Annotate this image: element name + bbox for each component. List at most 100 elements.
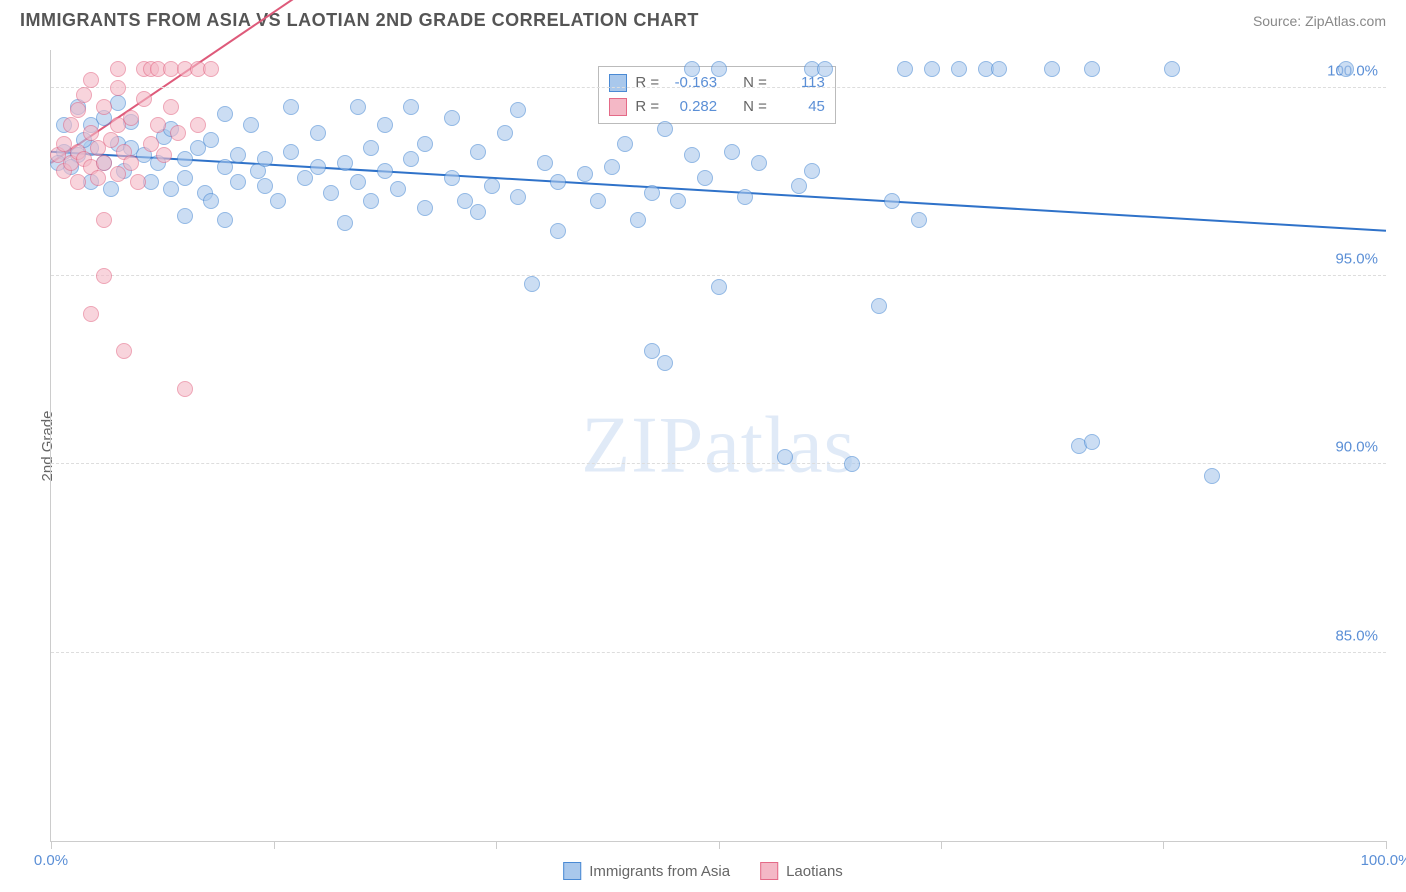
scatter-point — [177, 151, 193, 167]
scatter-point — [884, 193, 900, 209]
scatter-point — [457, 193, 473, 209]
scatter-point — [590, 193, 606, 209]
scatter-point — [444, 110, 460, 126]
scatter-point — [510, 189, 526, 205]
scatter-point — [283, 144, 299, 160]
source-label: Source: ZipAtlas.com — [1253, 13, 1386, 29]
legend-swatch — [760, 862, 778, 880]
scatter-point — [911, 212, 927, 228]
scatter-point — [470, 204, 486, 220]
scatter-point — [377, 163, 393, 179]
scatter-point — [323, 185, 339, 201]
scatter-point — [644, 185, 660, 201]
scatter-point — [804, 163, 820, 179]
scatter-point — [991, 61, 1007, 77]
scatter-point — [96, 212, 112, 228]
legend-swatch — [563, 862, 581, 880]
scatter-point — [257, 151, 273, 167]
scatter-point — [737, 189, 753, 205]
scatter-point — [844, 456, 860, 472]
grid-line — [51, 87, 1386, 88]
scatter-point — [136, 91, 152, 107]
scatter-point — [644, 343, 660, 359]
scatter-point — [711, 279, 727, 295]
scatter-point — [116, 343, 132, 359]
scatter-point — [524, 276, 540, 292]
scatter-point — [684, 61, 700, 77]
scatter-point — [537, 155, 553, 171]
scatter-point — [751, 155, 767, 171]
scatter-point — [310, 125, 326, 141]
scatter-point — [670, 193, 686, 209]
x-tick — [274, 841, 275, 849]
scatter-point — [190, 117, 206, 133]
scatter-point — [350, 99, 366, 115]
x-tick — [1386, 841, 1387, 849]
legend-swatch — [609, 74, 627, 92]
scatter-point — [577, 166, 593, 182]
scatter-point — [657, 355, 673, 371]
x-tick — [719, 841, 720, 849]
scatter-point — [230, 147, 246, 163]
scatter-point — [110, 61, 126, 77]
scatter-point — [170, 125, 186, 141]
scatter-point — [76, 87, 92, 103]
scatter-point — [377, 117, 393, 133]
scatter-point — [70, 102, 86, 118]
scatter-point — [657, 121, 673, 137]
scatter-point — [123, 155, 139, 171]
scatter-point — [484, 178, 500, 194]
y-tick-label: 85.0% — [1335, 627, 1378, 644]
scatter-point — [684, 147, 700, 163]
scatter-point — [270, 193, 286, 209]
scatter-point — [257, 178, 273, 194]
scatter-point — [243, 117, 259, 133]
scatter-point — [510, 102, 526, 118]
scatter-point — [817, 61, 833, 77]
scatter-point — [1164, 61, 1180, 77]
scatter-point — [156, 147, 172, 163]
scatter-point — [110, 166, 126, 182]
scatter-point — [217, 212, 233, 228]
scatter-point — [470, 144, 486, 160]
legend-label: Laotians — [786, 863, 843, 880]
y-tick-label: 90.0% — [1335, 439, 1378, 456]
scatter-point — [217, 106, 233, 122]
x-tick-label: 0.0% — [34, 852, 68, 869]
legend-item: Immigrants from Asia — [563, 862, 730, 880]
bottom-legend: Immigrants from Asia Laotians — [563, 862, 843, 880]
x-tick — [496, 841, 497, 849]
scatter-point — [203, 132, 219, 148]
scatter-point — [103, 181, 119, 197]
scatter-point — [130, 174, 146, 190]
scatter-point — [791, 178, 807, 194]
scatter-point — [163, 99, 179, 115]
x-tick-label: 100.0% — [1361, 852, 1406, 869]
scatter-point — [123, 110, 139, 126]
scatter-point — [550, 223, 566, 239]
scatter-point — [283, 99, 299, 115]
scatter-point — [417, 200, 433, 216]
scatter-point — [390, 181, 406, 197]
scatter-point — [924, 61, 940, 77]
grid-line — [51, 463, 1386, 464]
scatter-point — [177, 381, 193, 397]
scatter-point — [550, 174, 566, 190]
scatter-point — [297, 170, 313, 186]
scatter-point — [403, 99, 419, 115]
scatter-point — [350, 174, 366, 190]
legend-swatch — [609, 98, 627, 116]
scatter-point — [230, 174, 246, 190]
x-tick — [51, 841, 52, 849]
trend-line — [51, 152, 1386, 231]
scatter-point — [1084, 61, 1100, 77]
scatter-point — [70, 174, 86, 190]
grid-line — [51, 275, 1386, 276]
scatter-point — [177, 208, 193, 224]
scatter-point — [90, 170, 106, 186]
scatter-point — [403, 151, 419, 167]
scatter-point — [337, 155, 353, 171]
scatter-point — [96, 99, 112, 115]
scatter-point — [83, 306, 99, 322]
x-tick — [941, 841, 942, 849]
